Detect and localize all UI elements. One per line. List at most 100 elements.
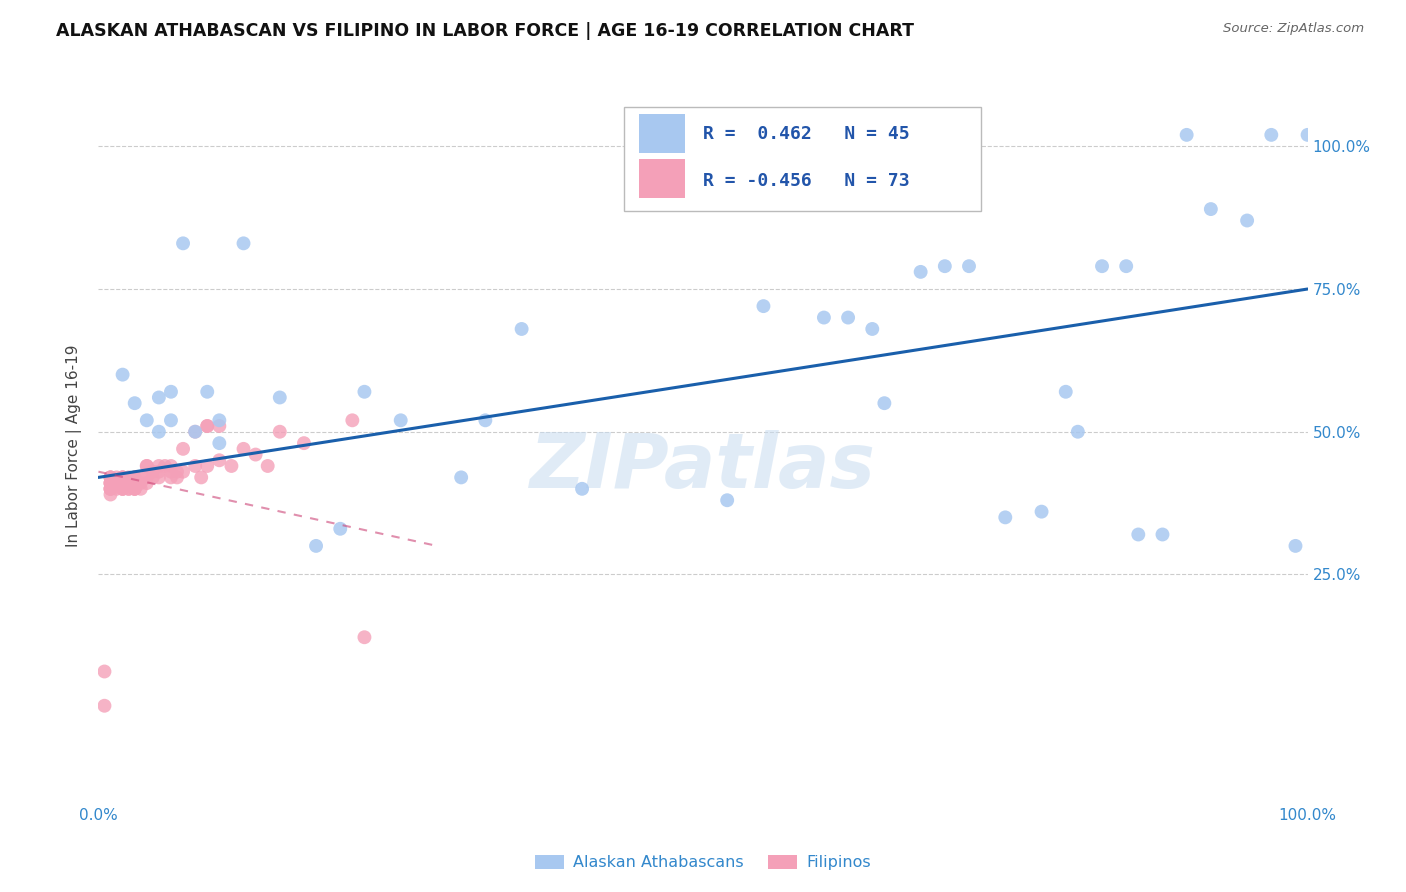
Point — [100, 482, 122, 496]
FancyBboxPatch shape — [624, 107, 981, 211]
Point — [1199, 202, 1222, 216]
Point — [571, 482, 593, 496]
Point — [1115, 259, 1137, 273]
Point — [245, 448, 267, 462]
Point — [111, 476, 134, 491]
Point — [124, 482, 146, 496]
Point — [100, 482, 122, 496]
Point — [837, 310, 859, 325]
Point — [160, 470, 183, 484]
Text: ZIPatlas: ZIPatlas — [530, 431, 876, 504]
Point — [93, 665, 115, 679]
Point — [208, 453, 231, 467]
Point — [135, 458, 157, 473]
Point — [124, 470, 146, 484]
Point — [100, 470, 122, 484]
Point — [124, 396, 146, 410]
Point — [118, 482, 141, 496]
Point — [172, 465, 194, 479]
Point — [910, 265, 932, 279]
Y-axis label: In Labor Force | Age 16-19: In Labor Force | Age 16-19 — [66, 344, 83, 548]
Point — [934, 259, 956, 273]
Point — [135, 470, 157, 484]
Point — [129, 482, 152, 496]
FancyBboxPatch shape — [638, 159, 685, 198]
Point — [124, 470, 146, 484]
Point — [135, 413, 157, 427]
Point — [1260, 128, 1282, 142]
Point — [342, 413, 364, 427]
Point — [329, 522, 352, 536]
Point — [111, 482, 134, 496]
Text: ALASKAN ATHABASCAN VS FILIPINO IN LABOR FORCE | AGE 16-19 CORRELATION CHART: ALASKAN ATHABASCAN VS FILIPINO IN LABOR … — [56, 22, 914, 40]
Point — [111, 470, 134, 484]
Point — [269, 425, 291, 439]
Point — [994, 510, 1017, 524]
Point — [142, 470, 165, 484]
Point — [474, 413, 496, 427]
Point — [860, 322, 883, 336]
Point — [195, 384, 218, 399]
Point — [292, 436, 315, 450]
Point — [160, 465, 183, 479]
Point — [111, 476, 134, 491]
Point — [118, 482, 141, 496]
Point — [124, 482, 146, 496]
Point — [1031, 505, 1053, 519]
Point — [208, 413, 231, 427]
Point — [160, 413, 183, 427]
Point — [184, 425, 207, 439]
Point — [957, 259, 980, 273]
Point — [1284, 539, 1306, 553]
Point — [148, 458, 170, 473]
Point — [190, 470, 212, 484]
Text: Source: ZipAtlas.com: Source: ZipAtlas.com — [1223, 22, 1364, 36]
Point — [172, 442, 194, 456]
Point — [111, 482, 134, 496]
Point — [160, 384, 183, 399]
Point — [100, 482, 122, 496]
Point — [172, 236, 194, 251]
Point — [148, 425, 170, 439]
Point — [1091, 259, 1114, 273]
Point — [124, 470, 146, 484]
Point — [873, 396, 896, 410]
Point — [118, 476, 141, 491]
Point — [510, 322, 533, 336]
Point — [100, 476, 122, 491]
Point — [256, 458, 278, 473]
Point — [1296, 128, 1319, 142]
Point — [221, 458, 243, 473]
Point — [1152, 527, 1174, 541]
Point — [142, 465, 165, 479]
Point — [450, 470, 472, 484]
Point — [148, 465, 170, 479]
Point — [93, 698, 115, 713]
Point — [111, 368, 134, 382]
Point — [111, 482, 134, 496]
Point — [105, 482, 128, 496]
Point — [148, 470, 170, 484]
Point — [111, 470, 134, 484]
Point — [232, 442, 254, 456]
Point — [153, 458, 176, 473]
Point — [184, 425, 207, 439]
Point — [269, 391, 291, 405]
Point — [195, 419, 218, 434]
Point — [1236, 213, 1258, 227]
Point — [160, 458, 183, 473]
Point — [232, 236, 254, 251]
Point — [813, 310, 835, 325]
FancyBboxPatch shape — [638, 114, 685, 153]
Text: R = -0.456   N = 73: R = -0.456 N = 73 — [703, 171, 910, 189]
Point — [100, 476, 122, 491]
Point — [111, 476, 134, 491]
Point — [111, 470, 134, 484]
Point — [100, 470, 122, 484]
Point — [1128, 527, 1150, 541]
Point — [353, 630, 375, 644]
Point — [100, 476, 122, 491]
Point — [389, 413, 412, 427]
Point — [752, 299, 775, 313]
Point — [100, 487, 122, 501]
